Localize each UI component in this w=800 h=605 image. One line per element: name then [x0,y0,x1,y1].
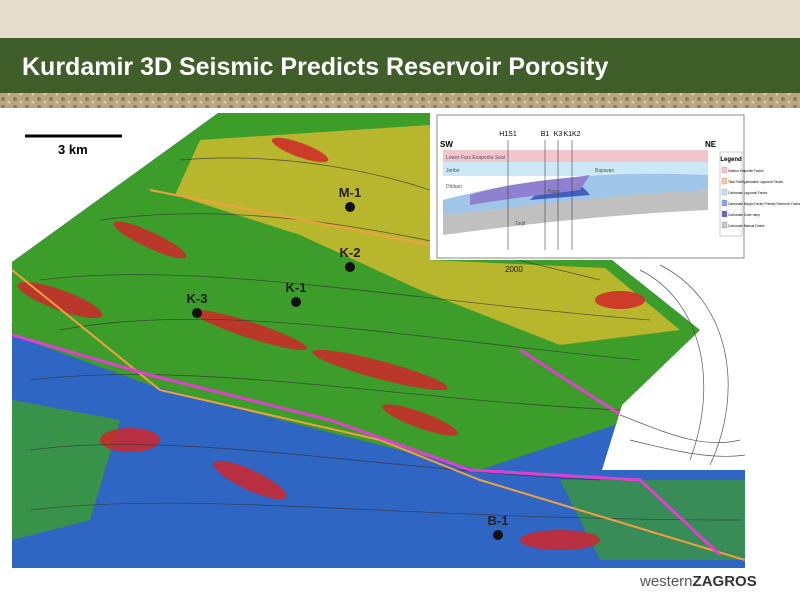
layer [443,150,708,162]
well-marker [192,308,202,318]
legend-item: Carbonate Lagoonal Facies [728,191,768,195]
legend-swatch [721,177,728,185]
inset-right: NE [705,140,717,149]
legend-swatch [721,166,728,174]
well-marker [291,297,301,307]
inset-well-label: K1K2 [563,131,580,138]
legend-item: Carbonate Basinal Facies [728,224,765,228]
well-marker [345,202,355,212]
outer-contours [619,264,746,466]
title-bar [0,38,800,93]
unit-label: Bajawan [595,168,614,174]
well-label: K-2 [340,245,361,260]
legend-swatch [721,199,728,207]
legend-title: Legend [720,157,742,163]
inset-left: SW [440,140,453,149]
well-lines [507,140,573,250]
logo-light: western [639,573,693,590]
scale-label: 3 km [58,142,88,157]
well-label: K-3 [187,291,208,306]
legend-swatch [721,188,728,196]
well-label: B-1 [488,513,509,528]
logo: westernZAGROS [639,573,757,590]
inset-well-label: K3 [554,131,563,138]
unit-label: Lower Fars Evaporite Seal [446,155,505,161]
well-label: K-1 [286,280,307,295]
legend-swatch [721,210,728,218]
top-band [0,0,800,38]
inset: SW NE H1S1 B1 K3 K1K2 Lower Fars Evaporite … [436,114,800,259]
legend-item: Carbonate Outer ramp [728,213,760,217]
logo-bold: ZAGROS [693,573,757,590]
legend-item: Tidal Flat/Hypersaline Lagoonal Facies [728,180,783,184]
unit-label: Tarjil [515,221,525,227]
legend-item: Carbonate Margin Facies Primary Reservoi… [728,202,800,206]
legend-item: Sabkha Evaporite Facies [728,169,764,173]
layer [443,190,708,235]
contour-label: 2000 [505,265,523,274]
slide-title: Kurdamir 3D Seismic Predicts Reservoir P… [22,53,608,81]
texture-strip [0,93,800,108]
well-label: M-1 [339,185,361,200]
layer [443,162,708,176]
inset-well-label: H1S1 [499,131,517,138]
well-marker [345,262,355,272]
legend-swatch [721,221,728,229]
inset-well-label: B1 [541,131,550,138]
well-marker [493,530,503,540]
unit-label: Baba [548,189,560,195]
unit-label: Jeribe [446,168,460,174]
unit-label: Dhiban [446,184,462,190]
layer [470,175,590,205]
